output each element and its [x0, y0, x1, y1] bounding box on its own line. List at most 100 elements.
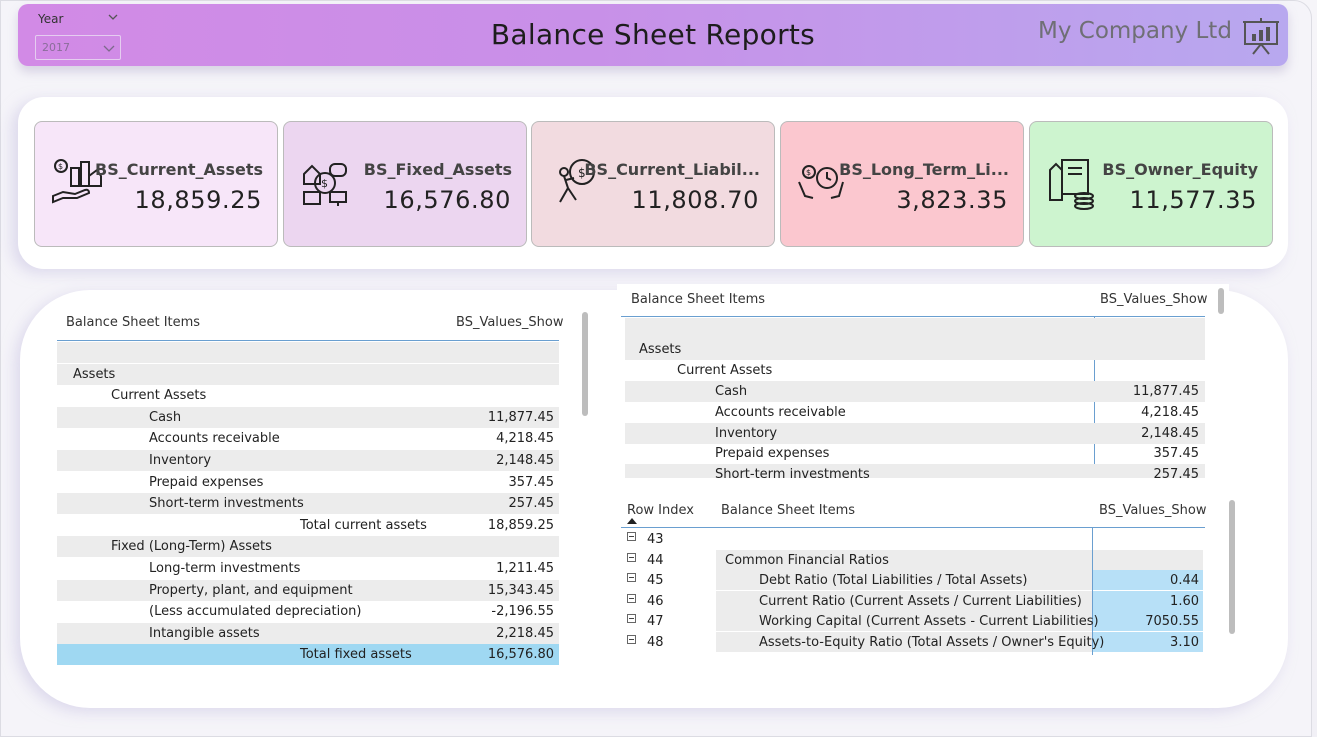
row-index: 46 — [647, 593, 664, 609]
column-header-items[interactable]: Balance Sheet Items — [631, 292, 766, 307]
row-value: 15,343.45 — [487, 582, 554, 598]
table-row[interactable]: Current Assets — [625, 360, 1205, 381]
column-header-items[interactable]: Balance Sheet Items — [66, 315, 201, 330]
presentation-chart-icon — [1243, 18, 1279, 55]
row-label: Fixed (Long-Term) Assets — [111, 539, 272, 555]
kpi-value: 11,808.70 — [631, 186, 759, 214]
collapse-icon[interactable] — [627, 635, 636, 644]
table-row[interactable]: Property, plant, and equipment 15,343.45 — [57, 579, 559, 601]
column-header-values[interactable]: BS_Values_Show — [456, 315, 564, 330]
table-row[interactable]: Accounts receivable 4,218.45 — [625, 402, 1205, 423]
row-label: Total current assets — [300, 517, 427, 533]
collapse-icon[interactable] — [627, 593, 636, 603]
table-row[interactable]: 47 Working Capital (Current Assets - Curr… — [621, 611, 1205, 632]
kpi-card-owner-equity[interactable]: BS_Owner_Equity 11,577.35 — [1029, 121, 1273, 247]
kpi-panel: $ BS_Current_Assets 18,859.25 $ BS_Fixed… — [18, 97, 1288, 269]
year-dropdown[interactable]: 2017 — [35, 35, 121, 60]
collapse-icon[interactable] — [627, 614, 636, 624]
table-row[interactable]: 48 Assets-to-Equity Ratio (Total Assets /… — [621, 632, 1205, 653]
row-value: 0.44 — [1170, 573, 1199, 589]
row-value: 3.10 — [1170, 635, 1199, 650]
column-header-values[interactable]: BS_Values_Show — [1100, 292, 1208, 307]
row-label: Debt Ratio (Total Liabilities / Total As… — [759, 573, 1028, 589]
balance-sheet-table-right: Balance Sheet Items BS_Values_Show Asset… — [617, 284, 1229, 478]
table-row[interactable]: (Less accumulated depreciation) -2,196.55 — [57, 601, 559, 622]
table-row[interactable]: 43 — [621, 529, 1205, 550]
kpi-card-fixed-assets[interactable]: $ BS_Fixed_Assets 16,576.80 — [283, 121, 527, 247]
vertical-scrollbar[interactable] — [582, 312, 588, 416]
table-row[interactable] — [625, 318, 1205, 339]
table-row[interactable]: Short-term investments 257.45 — [57, 493, 559, 515]
row-value: 2,148.45 — [1141, 425, 1199, 441]
row-value: 7050.55 — [1145, 614, 1199, 630]
table-row[interactable]: 44 Common Financial Ratios — [621, 549, 1205, 571]
hand-money-house-icon: $ — [52, 159, 102, 204]
row-value: 2,148.45 — [496, 453, 554, 468]
column-header-items[interactable]: Balance Sheet Items — [721, 503, 856, 518]
row-shade — [716, 611, 1092, 632]
row-value: 4,218.45 — [1141, 404, 1199, 420]
collapse-icon[interactable] — [627, 532, 636, 541]
table-row[interactable]: Total fixed assets 16,576.80 — [57, 644, 559, 666]
kpi-card-long-term-liabilities[interactable]: $ BS_Long_Term_Li... 3,823.35 — [780, 121, 1024, 247]
row-shade — [716, 549, 1092, 570]
table-row[interactable]: Fixed (Long-Term) Assets — [57, 536, 559, 558]
kpi-value: 3,823.35 — [896, 186, 1008, 214]
chevron-down-icon — [103, 45, 115, 52]
row-shade — [716, 570, 1092, 591]
chevron-down-icon[interactable] — [106, 10, 120, 24]
column-header-values[interactable]: BS_Values_Show — [1099, 503, 1207, 518]
vertical-scrollbar[interactable] — [1218, 288, 1224, 314]
row-label: Property, plant, and equipment — [149, 582, 353, 598]
table-row[interactable]: Total current assets 18,859.25 — [57, 515, 559, 536]
table-row[interactable]: Short-term investments 257.45 — [625, 464, 1205, 478]
kpi-label: BS_Current_Assets — [95, 160, 263, 179]
row-label: Common Financial Ratios — [725, 552, 889, 568]
table-row[interactable]: Inventory 2,148.45 — [57, 450, 559, 471]
year-filter-label: Year — [38, 12, 64, 26]
row-label: Short-term investments — [715, 467, 870, 478]
vertical-scrollbar[interactable] — [1229, 500, 1235, 634]
year-dropdown-value: 2017 — [42, 41, 70, 54]
row-value: 1.60 — [1170, 593, 1199, 609]
table-row[interactable]: Inventory 2,148.45 — [625, 422, 1205, 444]
row-index: 43 — [647, 532, 664, 547]
table-row[interactable]: Assets — [57, 363, 559, 385]
row-label: Long-term investments — [149, 561, 301, 576]
kpi-label: BS_Fixed_Assets — [363, 160, 512, 179]
row-label: Inventory — [149, 453, 212, 468]
kpi-card-current-liabilities[interactable]: $ BS_Current_Liabil... 11,808.70 — [531, 121, 775, 247]
page-title: Balance Sheet Reports — [490, 18, 816, 51]
column-header-row-index[interactable]: Row Index — [627, 503, 694, 518]
table-row[interactable]: Cash 11,877.45 — [625, 380, 1205, 402]
table-row[interactable]: Assets — [625, 338, 1205, 360]
collapse-icon[interactable] — [627, 573, 636, 583]
row-label: Working Capital (Current Assets - Curren… — [759, 614, 1099, 630]
row-value: 16,576.80 — [487, 647, 554, 663]
table-row[interactable]: Intangible assets 2,218.45 — [57, 622, 559, 644]
row-label: Prepaid expenses — [149, 474, 264, 490]
table-row[interactable]: Long-term investments 1,211.45 — [57, 558, 559, 579]
value-highlight — [1093, 570, 1203, 591]
table-row[interactable]: Accounts receivable 4,218.45 — [57, 428, 559, 449]
collapse-icon[interactable] — [627, 552, 636, 562]
table-row[interactable]: 46 Current Ratio (Current Assets / Curren… — [621, 590, 1205, 612]
certificate-coins-icon — [1049, 159, 1094, 210]
kpi-value: 16,576.80 — [383, 186, 511, 214]
table-row[interactable] — [57, 342, 559, 363]
assets-circle-icon: $ — [303, 163, 347, 206]
table-row[interactable]: Prepaid expenses 357.45 — [57, 472, 559, 493]
kpi-label: BS_Current_Liabil... — [584, 160, 760, 179]
row-value: 357.45 — [1153, 446, 1200, 462]
table-row[interactable]: Prepaid expenses 357.45 — [625, 443, 1205, 464]
kpi-card-current-assets[interactable]: $ BS_Current_Assets 18,859.25 — [34, 121, 278, 247]
table-row[interactable]: Current Assets — [57, 385, 559, 406]
table-row[interactable]: Cash 11,877.45 — [57, 406, 559, 428]
sort-ascending-icon[interactable] — [627, 518, 637, 524]
header-divider — [621, 316, 1205, 317]
svg-text:$: $ — [321, 177, 328, 190]
row-label: (Less accumulated depreciation) — [149, 604, 362, 620]
row-label: Assets — [73, 366, 116, 382]
person-carrying-debt-icon: $ — [559, 159, 595, 203]
table-row[interactable]: 45 Debt Ratio (Total Liabilities / Total … — [621, 570, 1205, 591]
